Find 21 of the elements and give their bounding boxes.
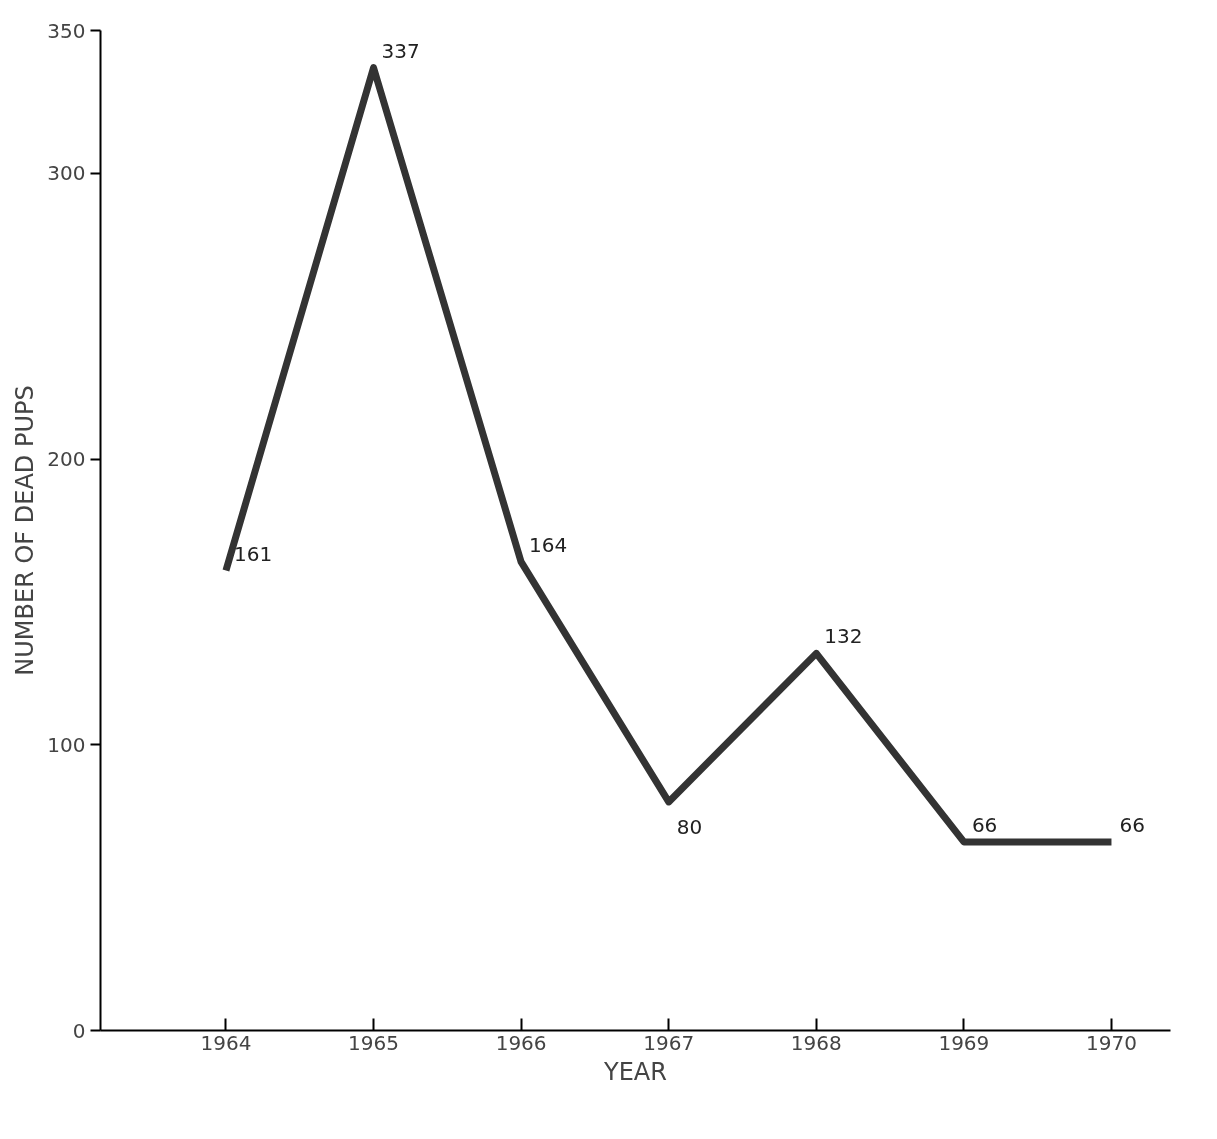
x-tick-label: 1964 — [200, 1030, 252, 1055]
data-label: 80 — [676, 814, 703, 839]
y-tick-label: 0 — [72, 1018, 86, 1043]
data-label: 132 — [824, 624, 863, 649]
data-label: 164 — [529, 532, 568, 557]
x-tick-label: 1968 — [790, 1030, 842, 1055]
x-axis-title: YEAR — [603, 1057, 667, 1086]
y-tick-label: 100 — [47, 732, 86, 757]
data-label: 337 — [381, 38, 420, 63]
y-tick-label: 350 — [47, 18, 86, 43]
x-tick-label: 1965 — [348, 1030, 399, 1055]
x-tick-label: 1970 — [1086, 1030, 1137, 1055]
x-tick-label: 1967 — [643, 1030, 695, 1055]
x-tick-label: 1966 — [495, 1030, 547, 1055]
data-label: 161 — [233, 541, 273, 566]
x-tick-label: 1969 — [938, 1030, 990, 1055]
y-tick-label: 200 — [47, 447, 86, 472]
data-label: 66 — [971, 812, 998, 837]
y-tick-label: 300 — [47, 161, 86, 186]
y-axis-title: NUMBER OF DEAD PUPS — [11, 385, 40, 676]
data-label: 66 — [1119, 812, 1145, 837]
